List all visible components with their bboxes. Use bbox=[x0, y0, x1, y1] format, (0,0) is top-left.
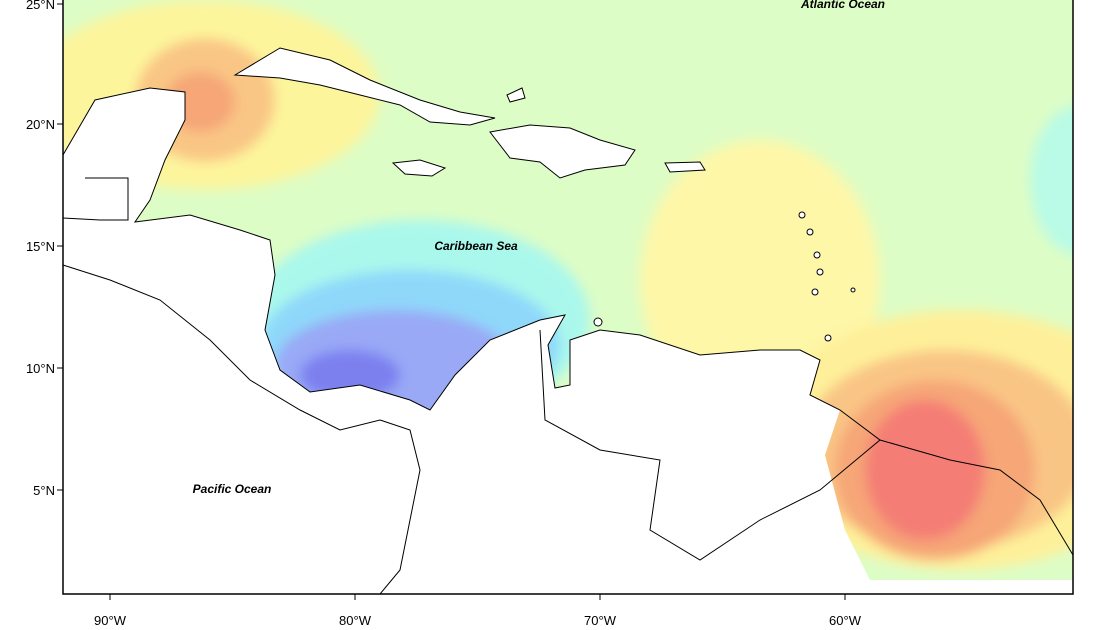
map-frame bbox=[62, 0, 1074, 595]
place-label: Caribbean Sea bbox=[434, 239, 518, 253]
coastlines bbox=[62, 47, 1074, 595]
lat-tick-label: 25°N bbox=[26, 0, 55, 12]
place-label: Atlantic Ocean bbox=[800, 0, 885, 11]
place-label: Pacific Ocean bbox=[193, 482, 272, 496]
value-field bbox=[63, 0, 1073, 580]
lat-tick-label: 15°N bbox=[26, 239, 55, 254]
lon-tick-label: 60°W bbox=[829, 613, 862, 628]
graticule-labels: 25°N 20°N 15°N 10°N 5°N 90°W 80°W 70°W 60°W bbox=[26, 0, 862, 628]
place-labels: Atlantic Ocean Caribbean Sea Pacific Ocean bbox=[193, 0, 885, 496]
lon-tick-label: 70°W bbox=[584, 613, 617, 628]
lat-tick-label: 5°N bbox=[33, 483, 55, 498]
lon-tick-label: 90°W bbox=[94, 613, 127, 628]
lat-tick-label: 10°N bbox=[26, 361, 55, 376]
lat-tick-label: 20°N bbox=[26, 117, 55, 132]
lesser-antilles bbox=[593, 211, 856, 342]
lon-tick-label: 80°W bbox=[339, 613, 372, 628]
